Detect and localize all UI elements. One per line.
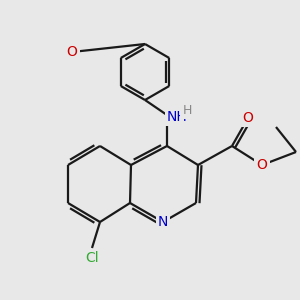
Text: H: H <box>182 104 192 118</box>
Text: NH: NH <box>167 110 188 124</box>
Text: O: O <box>243 111 254 125</box>
Text: O: O <box>256 158 267 172</box>
Text: Cl: Cl <box>85 251 99 265</box>
Text: N: N <box>158 215 168 229</box>
Text: O: O <box>67 45 77 59</box>
